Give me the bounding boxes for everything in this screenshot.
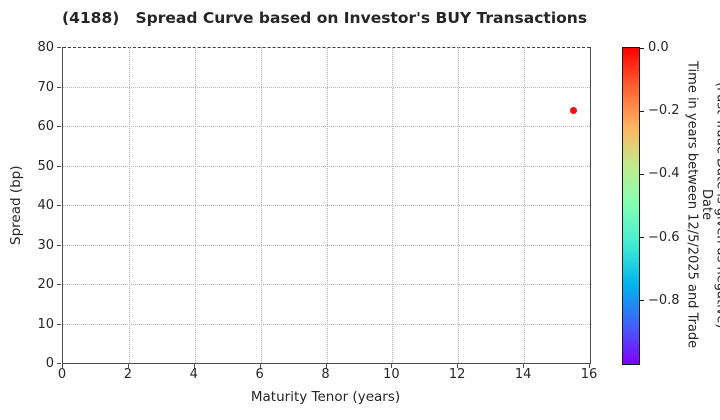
y-tick-label: 40 (37, 198, 54, 213)
x-tick-label: 4 (189, 367, 198, 382)
x-tick-mark (391, 364, 393, 368)
y-tick-mark (57, 86, 61, 88)
x-tick-mark (589, 364, 590, 368)
grid-line-horizontal (63, 205, 590, 206)
y-tick-mark (57, 165, 61, 167)
x-tick-label: 10 (383, 367, 400, 382)
colorbar-tick-label: −0.6 (648, 229, 680, 245)
y-tick-label: 20 (37, 277, 54, 292)
colorbar-tick-mark (640, 47, 644, 49)
data-point (570, 106, 577, 114)
grid-line-horizontal (63, 126, 590, 127)
grid-line-horizontal (63, 284, 590, 285)
grid-line-horizontal (63, 323, 590, 325)
x-tick-mark (325, 364, 327, 368)
colorbar-label: Time in years between 12/5/2025 and Trad… (684, 47, 720, 363)
y-tick-label: 0 (45, 356, 54, 371)
x-tick-label: 12 (448, 367, 466, 382)
y-tick-mark (57, 244, 61, 246)
x-tick-mark (457, 364, 459, 368)
colorbar-gradient (622, 47, 640, 365)
x-tick-label: 0 (57, 367, 67, 382)
x-tick-label: 2 (123, 367, 133, 382)
x-tick-mark (62, 364, 63, 368)
x-tick-mark (127, 364, 129, 368)
y-tick-label: 70 (37, 79, 54, 95)
colorbar-tick-label: −0.4 (648, 166, 680, 182)
colorbar-label-line2: (Past Trade Date is given as negative) (713, 81, 720, 329)
y-tick-label: 60 (37, 119, 54, 134)
colorbar-tick-label: −0.8 (648, 292, 680, 308)
y-tick-mark (57, 323, 61, 325)
chart-title: (4188) Spread Curve based on Investor's … (62, 9, 588, 27)
y-tick-label: 80 (37, 40, 54, 55)
colorbar-label-line1: Time in years between 12/5/2025 and Trad… (684, 61, 715, 349)
x-axis-label: Maturity Tenor (years) (250, 389, 401, 405)
colorbar-tick-mark (640, 110, 644, 112)
y-tick-mark (57, 284, 61, 285)
y-tick-label: 50 (37, 158, 54, 174)
x-tick-mark (259, 364, 261, 368)
colorbar-tick-mark (640, 300, 644, 302)
y-tick-mark (57, 205, 61, 206)
y-tick-label: 30 (37, 237, 54, 253)
colorbar-tick-label: 0.0 (648, 40, 669, 55)
grid-line-horizontal (63, 244, 590, 246)
colorbar-tick-mark (640, 173, 644, 175)
y-tick-mark (57, 126, 61, 127)
colorbar-tick-mark (640, 237, 644, 239)
colorbar-tick-label: −0.2 (648, 103, 680, 119)
x-tick-label: 8 (321, 367, 330, 382)
y-tick-label: 10 (37, 316, 54, 332)
x-tick-mark (523, 364, 525, 368)
x-tick-label: 14 (514, 367, 532, 382)
plot-area (62, 47, 591, 364)
x-tick-mark (193, 364, 195, 368)
y-tick-mark (57, 47, 61, 48)
grid-line-horizontal (63, 86, 590, 88)
y-tick-mark (57, 363, 61, 364)
grid-line-horizontal (63, 165, 590, 167)
x-tick-label: 16 (580, 367, 598, 382)
x-tick-label: 6 (255, 367, 264, 382)
